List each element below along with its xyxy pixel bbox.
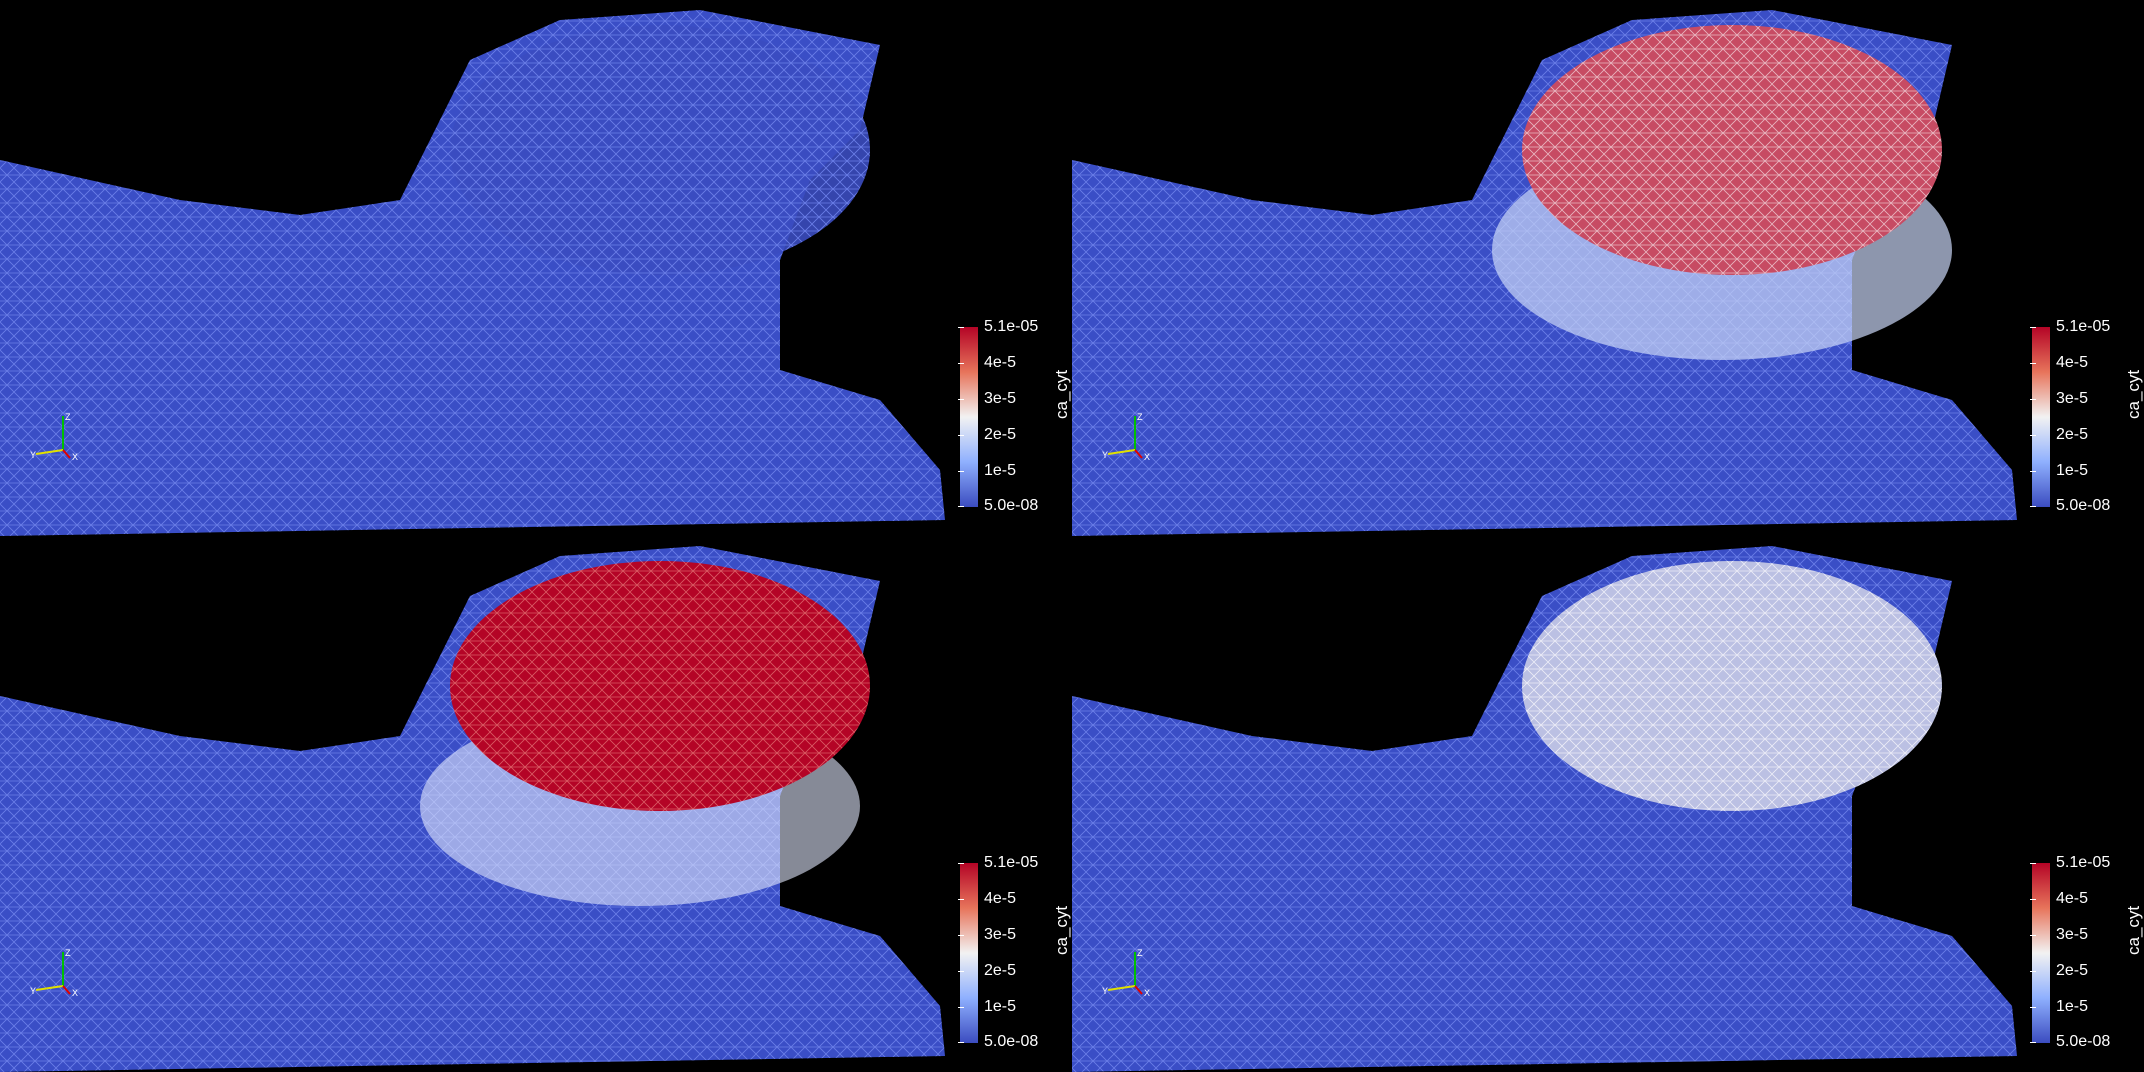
tick-label: 4e-5 (984, 354, 1017, 371)
viewport-top-right[interactable]: 5.1e-05 4e-5 3e-5 2e-5 1e-5 5.0e-08 ca_c… (1072, 0, 2144, 536)
tick-label: 1e-5 (984, 462, 1017, 479)
viewport-bottom-right[interactable]: 5.1e-05 4e-5 3e-5 2e-5 1e-5 5.0e-08 ca_c… (1072, 536, 2144, 1072)
tick-label: 3e-5 (2056, 390, 2089, 407)
tick-label: 3e-5 (984, 926, 1017, 943)
tick-label: 1e-5 (984, 998, 1017, 1015)
colorbar-title: ca_cyt (1052, 905, 1071, 955)
axis-label-z: Z (1137, 948, 1143, 958)
axis-label-x: X (1144, 452, 1150, 460)
tick-label: 2e-5 (2056, 426, 2089, 443)
colorbar-gradient (2032, 863, 2050, 1043)
axis-label-z: Z (1137, 412, 1143, 422)
axis-label-x: X (1144, 988, 1150, 996)
axis-label-z: Z (65, 412, 71, 422)
colorbar-legend: 5.1e-05 4e-5 3e-5 2e-5 1e-5 5.0e-08 ca_c… (958, 319, 1071, 514)
axis-label-x: X (72, 988, 78, 996)
colorbar-legend: 5.1e-05 4e-5 3e-5 2e-5 1e-5 5.0e-08 ca_c… (2030, 855, 2143, 1050)
colorbar-legend: 5.1e-05 4e-5 3e-5 2e-5 1e-5 5.0e-08 ca_c… (2030, 319, 2143, 514)
tick-label: 4e-5 (984, 890, 1017, 907)
orientation-axes-icon: Z Y X (1102, 412, 1150, 460)
axis-label-y: Y (30, 450, 36, 460)
viewport-bottom-left[interactable]: 5.1e-05 4e-5 3e-5 2e-5 1e-5 5.0e-08 ca_c… (0, 536, 1072, 1072)
orientation-axes-icon: Z Y X (1102, 948, 1150, 996)
tick-label: 5.1e-05 (2056, 854, 2111, 871)
orientation-axes-icon: Z Y X (30, 948, 78, 996)
tick-label: 5.0e-08 (2056, 497, 2111, 514)
axis-label-y: Y (1102, 986, 1108, 996)
orientation-axes-icon: Z Y X (30, 412, 78, 460)
tick-label: 3e-5 (984, 390, 1017, 407)
tick-label: 4e-5 (2056, 354, 2089, 371)
colorbar-title: ca_cyt (2124, 905, 2143, 955)
tick-label: 5.0e-08 (2056, 1033, 2111, 1050)
colorbar-title: ca_cyt (1052, 369, 1071, 419)
tick-label: 2e-5 (984, 962, 1017, 979)
tick-label: 5.0e-08 (984, 497, 1039, 514)
tick-label: 5.1e-05 (2056, 318, 2111, 335)
tick-label: 5.0e-08 (984, 1033, 1039, 1050)
tick-label: 3e-5 (2056, 926, 2089, 943)
tick-label: 1e-5 (2056, 462, 2089, 479)
tick-label: 5.1e-05 (984, 854, 1039, 871)
colorbar-gradient (960, 327, 978, 507)
axis-label-y: Y (1102, 450, 1108, 460)
colorbar-gradient (960, 863, 978, 1043)
mesh-render[interactable] (0, 536, 1072, 1072)
tick-label: 5.1e-05 (984, 318, 1039, 335)
tick-label: 2e-5 (984, 426, 1017, 443)
tick-label: 2e-5 (2056, 962, 2089, 979)
axis-label-x: X (72, 452, 78, 460)
tick-label: 4e-5 (2056, 890, 2089, 907)
mesh-render[interactable] (1072, 0, 2144, 536)
colorbar-title: ca_cyt (2124, 369, 2143, 419)
colorbar-gradient (2032, 327, 2050, 507)
axis-label-y: Y (30, 986, 36, 996)
viewport-top-left[interactable]: 5.1e-05 4e-5 3e-5 2e-5 1e-5 5.0e-08 ca_c… (0, 0, 1072, 536)
mesh-render[interactable] (0, 0, 1072, 536)
tick-label: 1e-5 (2056, 998, 2089, 1015)
colorbar-legend: 5.1e-05 4e-5 3e-5 2e-5 1e-5 5.0e-08 ca_c… (958, 855, 1071, 1050)
mesh-render[interactable] (1072, 536, 2144, 1072)
axis-label-z: Z (65, 948, 71, 958)
